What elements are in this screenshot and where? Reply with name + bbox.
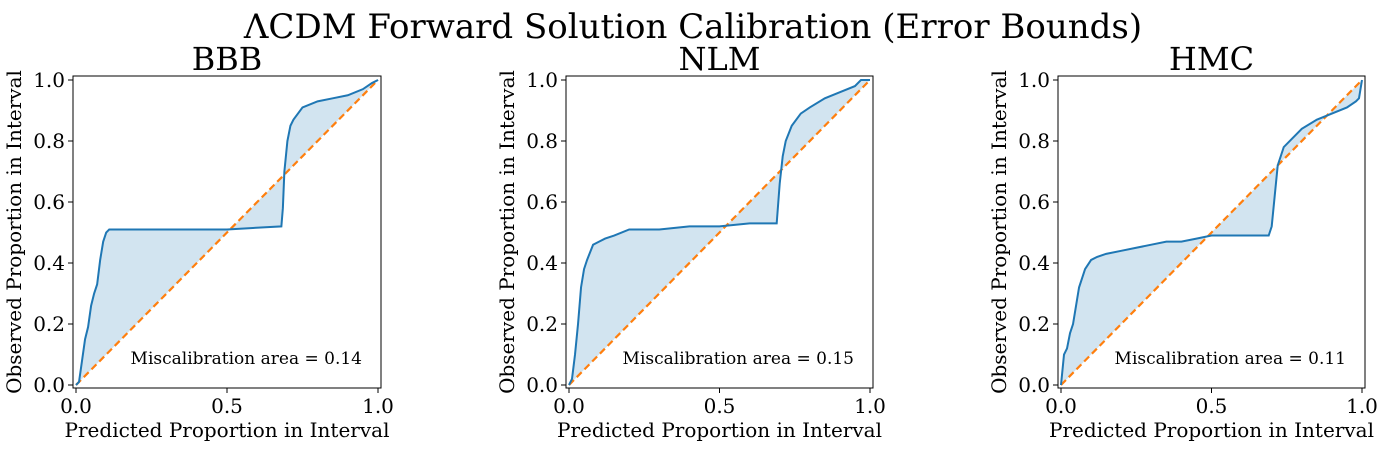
y-tick-label: 0.8 [33,129,65,153]
x-tick-label: 1.0 [854,394,886,418]
miscalibration-annotation: Miscalibration area = 0.14 [131,349,362,369]
y-tick-label: 0.0 [33,373,65,397]
y-axis-label: Observed Proportion in Interval [2,70,26,394]
panel-title: BBB [192,40,263,78]
y-axis-label: Observed Proportion in Interval [987,70,1011,394]
y-tick-label: 0.2 [1018,312,1050,336]
calibration-curve [75,79,379,386]
y-tick-label: 1.0 [526,68,558,92]
y-tick-label: 0.0 [526,373,558,397]
y-tick-label: 0.8 [1018,129,1050,153]
calibration-curve [1060,79,1363,386]
x-tick-label: 0.0 [1045,394,1077,418]
ideal-calibration-line [568,79,871,386]
y-axis-label: Observed Proportion in Interval [495,70,519,394]
y-tick-label: 0.0 [1018,373,1050,397]
y-tick-label: 0.4 [33,251,65,275]
chart-panel-hmc: 0.0 0.5 1.0 0.0 0.2 0.4 0.6 0.8 1.0 HMC Predicted … [987,40,1378,442]
x-tick-label: 0.5 [704,394,736,418]
figure-suptitle: ΛCDM Forward Solution Calibration (Error… [243,7,1142,47]
miscalibration-annotation: Miscalibration area = 0.15 [623,349,854,369]
x-tick-label: 1.0 [362,394,394,418]
y-tick-label: 0.2 [526,312,558,336]
ideal-calibration-line [75,79,379,386]
y-tick-label: 0.2 [33,312,65,336]
y-tick-label: 0.4 [526,251,558,275]
miscalibration-annotation: Miscalibration area = 0.11 [1115,349,1346,369]
x-tick-label: 1.0 [1346,394,1378,418]
ideal-calibration-line [1060,79,1363,386]
y-tick-label: 0.6 [33,190,65,214]
x-tick-label: 0.0 [60,394,92,418]
calibration-curve [568,79,870,386]
y-tick-label: 0.8 [526,129,558,153]
chart-panel-bbb: 0.0 0.5 1.0 0.0 0.2 0.4 0.6 0.8 1.0 BBB Predicted … [2,40,394,442]
x-tick-label: 0.5 [211,394,243,418]
x-axis-label: Predicted Proportion in Interval [65,418,390,442]
y-tick-label: 1.0 [33,68,65,92]
y-tick-label: 0.6 [526,190,558,214]
y-tick-label: 1.0 [1018,68,1050,92]
panel-title: HMC [1169,40,1254,78]
x-axis-label: Predicted Proportion in Interval [1049,418,1374,442]
y-tick-label: 0.4 [1018,251,1050,275]
panel-title: NLM [678,40,760,78]
x-tick-label: 0.5 [1196,394,1228,418]
y-tick-label: 0.6 [1018,190,1050,214]
x-axis-label: Predicted Proportion in Interval [557,418,882,442]
chart-panel-nlm: 0.0 0.5 1.0 0.0 0.2 0.4 0.6 0.8 1.0 NLM Predicted … [495,40,886,442]
x-tick-label: 0.0 [553,394,585,418]
